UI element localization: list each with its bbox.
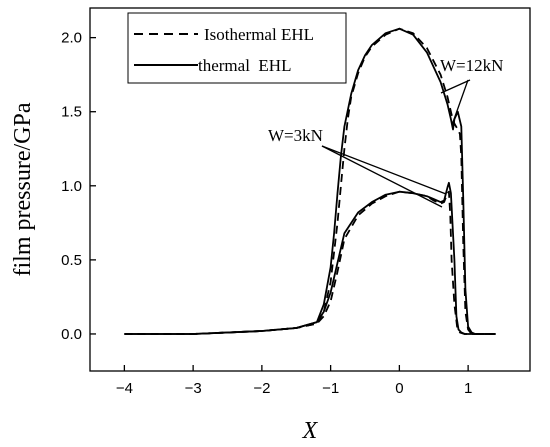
- annotation-w3: W=3kN: [268, 126, 323, 145]
- legend-label-isothermal: Isothermal EHL: [204, 25, 314, 44]
- y-tick-label: 0.5: [61, 252, 82, 269]
- series-line-4: [124, 190, 496, 335]
- y-tick-label: 1.5: [61, 104, 82, 121]
- legend-label-thermal: thermal EHL: [198, 56, 291, 75]
- plot-area: [124, 27, 496, 335]
- x-tick-label: 1: [464, 380, 472, 397]
- x-tick-label: −2: [253, 380, 270, 397]
- plot-frame: [89, 7, 531, 372]
- x-tick-label: −4: [116, 380, 133, 397]
- y-tick-label: 0.0: [61, 326, 82, 343]
- arrow-w3-b: [321, 145, 443, 208]
- arrow-w3-a: [321, 145, 447, 195]
- x-tick-label: −1: [322, 380, 339, 397]
- x-tick-label: −3: [185, 380, 202, 397]
- legend: Isothermal EHL thermal EHL: [127, 12, 347, 84]
- y-tick-label: 2.0: [61, 30, 82, 47]
- annotations: W=12kN W=3kN: [268, 56, 503, 208]
- legend-box: [127, 12, 347, 84]
- annotation-w12: W=12kN: [440, 56, 503, 75]
- arrow-w12-a: [440, 79, 471, 94]
- arrow-w12-b: [451, 79, 469, 126]
- y-tick-label: 1.0: [61, 178, 82, 195]
- y-axis-title: film pressure/GPa: [10, 102, 36, 276]
- x-tick-label: 0: [395, 380, 403, 397]
- series-line-2: [124, 27, 496, 335]
- x-axis-title: X: [302, 418, 319, 444]
